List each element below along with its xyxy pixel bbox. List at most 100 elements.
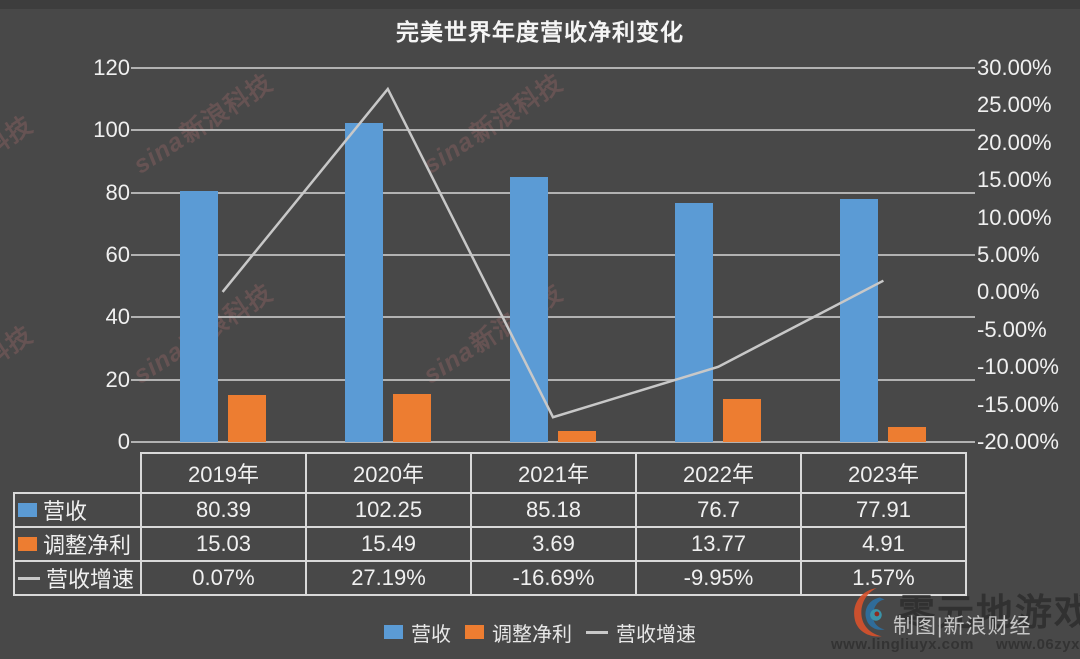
gridline xyxy=(140,129,966,132)
gridline xyxy=(140,67,966,69)
bar-revenue-2019年 xyxy=(179,191,218,442)
table-cell: 77.91 xyxy=(800,492,967,528)
url-watermark: www.lingliuyx.com www.06zyx.com xyxy=(831,636,1080,653)
table-cell: 85.18 xyxy=(470,492,637,528)
right-axis-label: 30.00% xyxy=(977,55,1052,80)
bar-revenue-2023年 xyxy=(840,199,879,442)
left-axis-label: 60 xyxy=(105,242,130,267)
right-axis-tick-mark xyxy=(966,67,975,69)
data-table-grid: 2019年 2020年 2021年 2022年 2023年营收 80.39 102.25 85… xyxy=(13,452,967,596)
sina-watermark: sina新浪科技 xyxy=(0,316,39,433)
left-axis-label: 80 xyxy=(105,179,130,205)
legend-item-profit: 调整净利 xyxy=(465,618,572,647)
profit-marker-icon xyxy=(465,625,484,639)
table-row-label: 调整净利 xyxy=(13,526,142,562)
legend-label: 调整净利 xyxy=(492,623,572,646)
legend-label: 营收 xyxy=(411,623,451,646)
table-cell: 76.7 xyxy=(635,492,802,528)
sina-watermark-text: 新浪科技 xyxy=(0,320,38,401)
right-axis-label: -5.00% xyxy=(977,316,1047,342)
table-row-label: 营收 xyxy=(13,492,142,528)
gridline xyxy=(140,316,966,319)
right-axis-tick-mark xyxy=(966,129,975,132)
growth_line-marker-icon xyxy=(18,576,40,580)
table-cell: 13.77 xyxy=(635,526,802,562)
series-label: 调整净利 xyxy=(43,533,132,558)
bar-revenue-2022年 xyxy=(675,202,714,442)
site-logo-icon xyxy=(854,587,885,637)
right-axis-label: 5.00% xyxy=(977,242,1040,267)
legend-label: 营收增速 xyxy=(616,623,696,646)
legend-item-growth_line: 营收增速 xyxy=(586,618,696,647)
growth-line xyxy=(221,86,884,419)
left-axis-tick-mark xyxy=(131,441,140,443)
table-header-2020年: 2020年 xyxy=(305,452,472,494)
left-axis-tick-mark xyxy=(131,191,140,194)
right-axis-label: -15.00% xyxy=(977,391,1059,417)
table-cell: 102.25 xyxy=(305,492,472,528)
table-header-2019年: 2019年 xyxy=(140,452,307,494)
right-axis-tick-mark xyxy=(966,254,975,256)
table-header-2023年: 2023年 xyxy=(800,452,967,494)
url-1: www.lingliuyx.com xyxy=(831,636,974,653)
left-axis-tick-mark xyxy=(131,378,140,381)
table-corner-cell xyxy=(14,453,141,493)
table-cell: 27.19% xyxy=(305,560,472,596)
table-cell: 15.03 xyxy=(140,526,307,562)
credit-text: 制图|新浪财经 xyxy=(893,615,1032,638)
table-cell: 4.91 xyxy=(800,526,967,562)
bar-revenue-2020年 xyxy=(344,123,383,442)
bar-profit-2019年 xyxy=(227,395,266,442)
site-name-watermark: 零元地游戏 xyxy=(898,592,1080,633)
right-axis-tick-mark xyxy=(966,191,975,194)
table-cell: 15.49 xyxy=(305,526,472,562)
table-cell: -9.95% xyxy=(635,560,802,596)
right-axis-label: -10.00% xyxy=(977,354,1059,380)
table-cell: 80.39 xyxy=(140,492,307,528)
left-axis-tick-mark xyxy=(131,316,140,319)
left-axis-label: 120 xyxy=(93,55,130,80)
right-axis-label: 10.00% xyxy=(977,204,1052,230)
table-header-2022年: 2022年 xyxy=(635,452,802,494)
revenue-marker-icon xyxy=(384,625,403,639)
left-axis-label: 0 xyxy=(117,429,130,454)
bar-profit-2021年 xyxy=(558,430,596,442)
left-axis-label: 100 xyxy=(93,117,130,143)
data-table: 2019年 2020年 2021年 2022年 2023年营收 80.39 102.25 85… xyxy=(13,452,967,596)
table-cell: 1.57% xyxy=(800,560,967,596)
right-axis-label: 25.00% xyxy=(977,92,1052,118)
table-row-label: 营收增速 xyxy=(13,560,142,596)
gridline xyxy=(140,378,966,381)
right-axis-tick-mark xyxy=(966,316,975,319)
table-cell: 3.69 xyxy=(470,526,637,562)
bar-profit-2020年 xyxy=(392,393,431,442)
sina-watermark: sina新浪科技 xyxy=(0,106,39,223)
right-axis-label: -20.00% xyxy=(977,429,1059,454)
gridline xyxy=(140,441,966,443)
top-strip xyxy=(0,0,1080,9)
chart-legend: 营收 调整净利 营收增速 xyxy=(0,615,1080,649)
series-label: 营收增速 xyxy=(46,567,135,592)
chart-title: 完美世界年度营收净利变化 xyxy=(396,19,684,45)
revenue-marker-icon xyxy=(18,503,37,517)
series-label: 营收 xyxy=(43,499,88,524)
left-axis-label: 40 xyxy=(105,304,130,330)
profit-marker-icon xyxy=(18,537,37,551)
left-axis-tick-mark xyxy=(131,254,140,256)
right-axis-tick-mark xyxy=(966,378,975,381)
table-cell: -16.69% xyxy=(470,560,637,596)
legend-item-revenue: 营收 xyxy=(384,618,451,647)
bar-profit-2022年 xyxy=(723,399,762,442)
right-axis-label: 20.00% xyxy=(977,129,1052,155)
table-header-2021年: 2021年 xyxy=(470,452,637,494)
right-axis-tick-mark xyxy=(966,441,975,443)
url-2: www.06zyx.com xyxy=(995,636,1080,653)
gridline xyxy=(140,191,966,194)
right-axis-label: 15.00% xyxy=(977,167,1052,193)
left-axis-label: 20 xyxy=(105,366,130,392)
left-axis-tick-mark xyxy=(131,67,140,69)
sina-watermark-text: 新浪科技 xyxy=(0,110,38,191)
bar-profit-2023年 xyxy=(888,426,927,442)
table-cell: 0.07% xyxy=(140,560,307,596)
